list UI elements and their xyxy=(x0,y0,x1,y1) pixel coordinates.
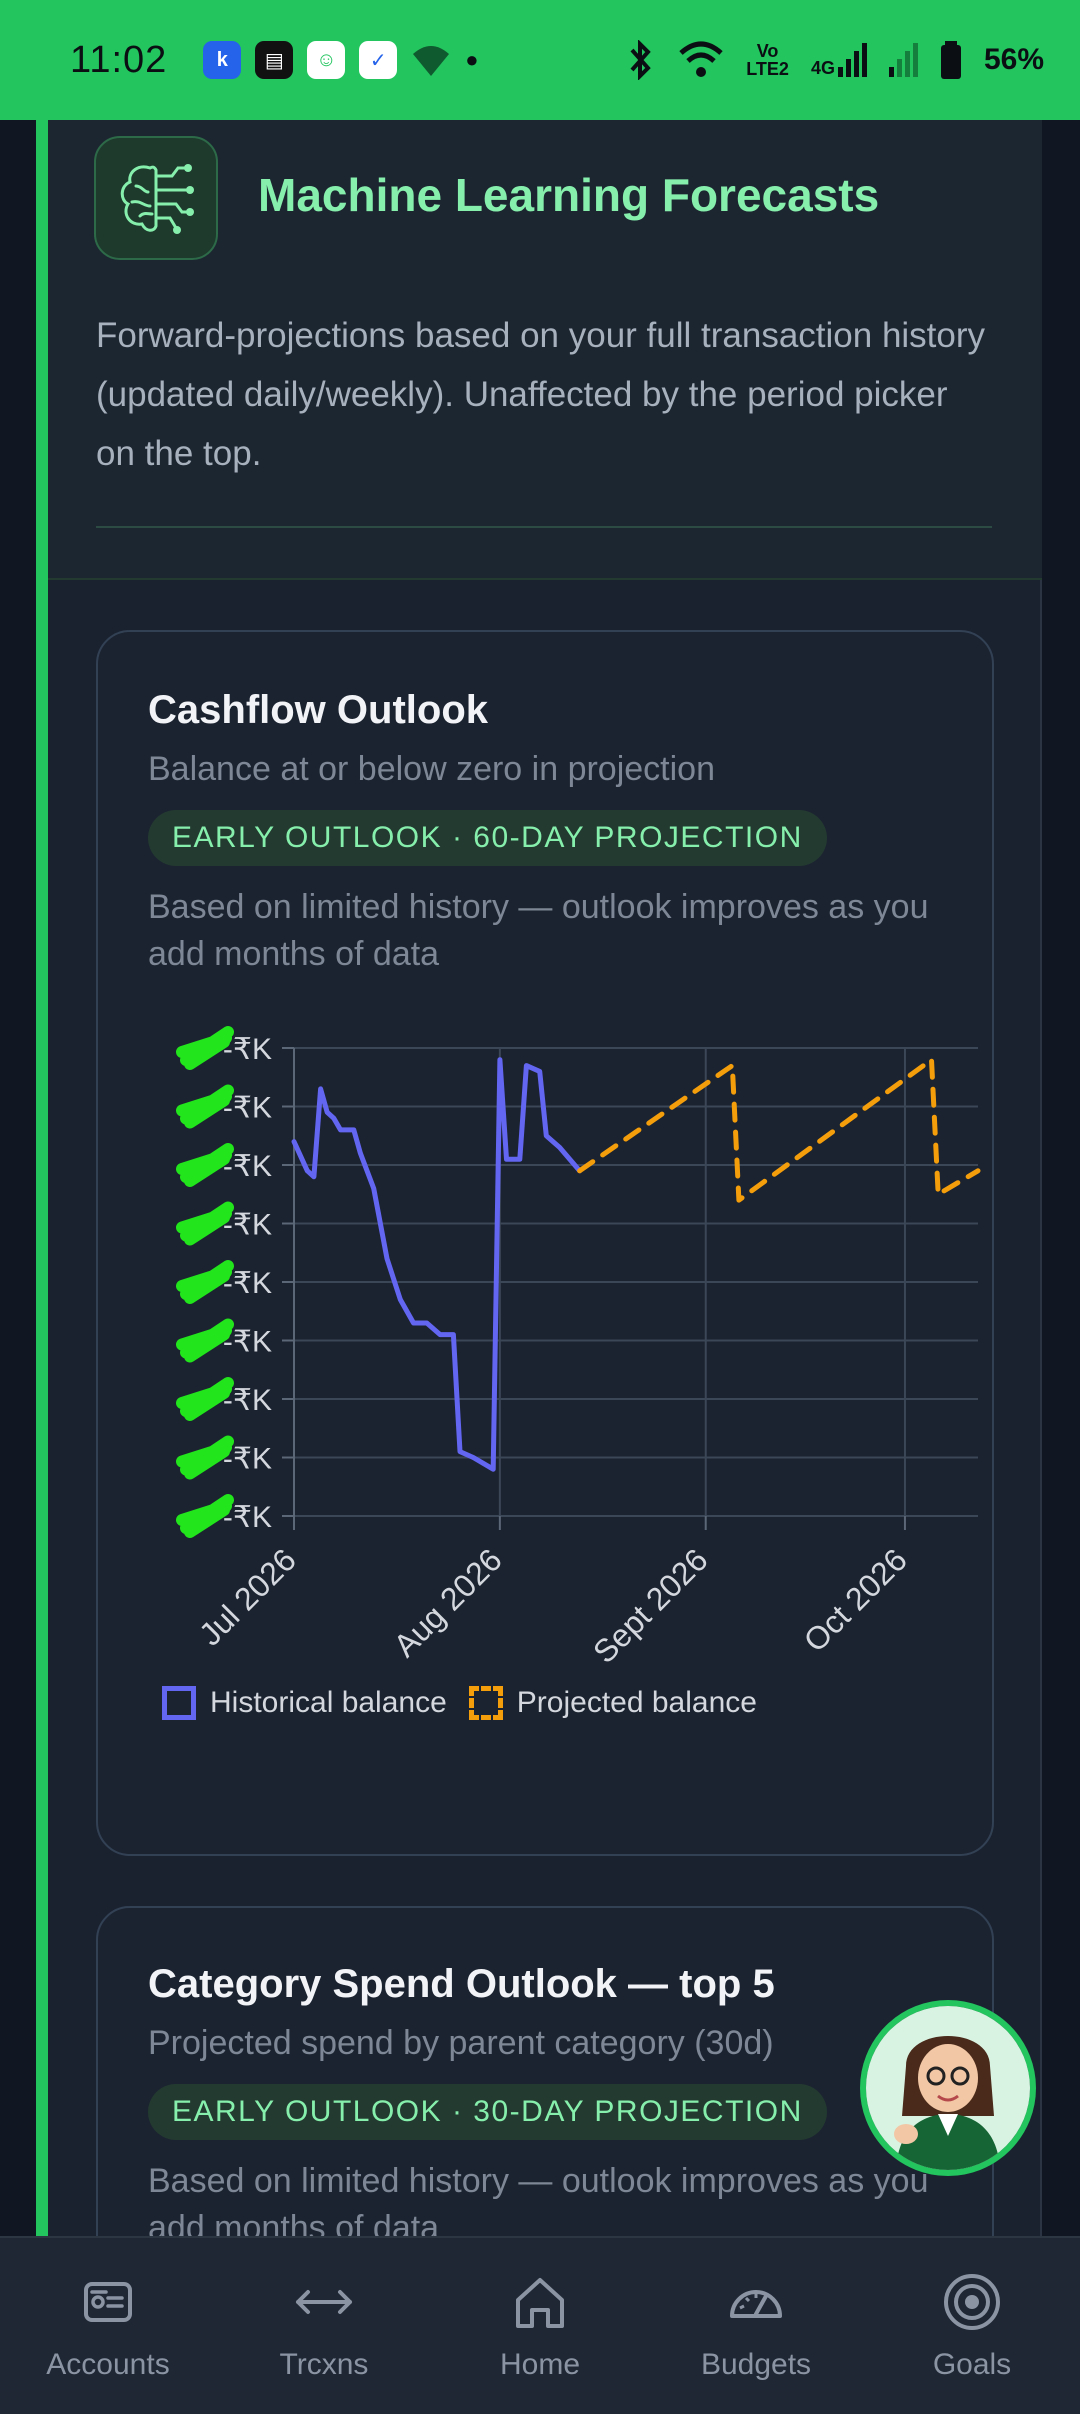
redaction-scribble xyxy=(176,1026,234,1070)
brain-circuit-icon xyxy=(94,136,218,260)
forecast-panel: Machine Learning Forecasts Forward-proje… xyxy=(48,120,1042,2326)
card-subtitle: Projected spend by parent category (30d) xyxy=(148,2024,774,2062)
battery-icon xyxy=(940,41,961,79)
status-time: 11:02 xyxy=(70,38,168,81)
app-notification-icon: ✓ xyxy=(359,41,398,79)
redaction-scribble xyxy=(176,1435,234,1480)
assistant-avatar-icon[interactable] xyxy=(860,2000,1036,2176)
chart-legend: Historical balance Projected balance xyxy=(162,1686,757,1720)
projection-badge: EARLY OUTLOOK · 60-DAY PROJECTION xyxy=(148,810,827,866)
more-dot-icon: ● xyxy=(465,47,479,72)
nav-label: Accounts xyxy=(46,2348,170,2381)
home-icon xyxy=(516,2278,564,2328)
nav-budgets[interactable]: Budgets xyxy=(648,2238,864,2414)
target-icon xyxy=(944,2274,1000,2330)
lte-label: LTE2 xyxy=(746,59,789,79)
arrows-left-right-icon xyxy=(296,2290,352,2314)
cashflow-outlook-card: Cashflow Outlook Balance at or below zer… xyxy=(96,630,994,1856)
nav-transactions[interactable]: Trcxns xyxy=(216,2238,432,2414)
ml-header: Machine Learning Forecasts Forward-proje… xyxy=(48,120,1042,580)
gauge-icon xyxy=(730,2290,782,2318)
legend-swatch-historical[interactable] xyxy=(162,1686,196,1720)
signal-weak-icon xyxy=(888,43,918,77)
projection-badge: EARLY OUTLOOK · 30-DAY PROJECTION xyxy=(148,2084,827,2140)
signal-4g-icon: 4G xyxy=(811,43,867,77)
bottom-navigation: Accounts Trcxns Home Budgets Goals xyxy=(0,2236,1080,2414)
nav-label: Budgets xyxy=(700,2348,812,2381)
redaction-scribble xyxy=(176,1084,234,1129)
section-accent-bar xyxy=(36,120,48,2236)
card-title: Cashflow Outlook xyxy=(148,688,488,732)
legend-label-historical[interactable]: Historical balance xyxy=(210,1686,447,1719)
x-tick-label: Oct 2026 xyxy=(797,1541,914,1658)
app-notification-icon: ☺ xyxy=(307,41,346,79)
notification-icons: k ▤ ☺ ✓ ● xyxy=(203,41,479,79)
redaction-scribble xyxy=(176,1201,234,1246)
historical-balance-line xyxy=(291,1057,583,1472)
nav-label: Trcxns xyxy=(279,2348,369,2381)
legend-label-projected[interactable]: Projected balance xyxy=(516,1686,757,1719)
projected-balance-line xyxy=(577,1057,981,1203)
bluetooth-icon xyxy=(630,40,652,80)
volte-indicator: Vo LTE2 xyxy=(746,42,789,78)
nav-label: Goals xyxy=(932,2348,1012,2381)
ml-section-description: Forward-projections based on your full t… xyxy=(96,316,986,473)
legend-swatch-projected[interactable] xyxy=(468,1686,503,1720)
accounts-card-icon xyxy=(84,2282,132,2322)
wifi-question-icon xyxy=(413,46,450,76)
card-subtitle: Balance at or below zero in projection xyxy=(148,750,715,788)
redaction-scribble xyxy=(176,1377,234,1421)
redaction-scribble xyxy=(176,1143,234,1187)
nav-label: Home xyxy=(499,2348,581,2381)
x-tick-label: Jul 2026 xyxy=(192,1541,303,1652)
redaction-scribble xyxy=(176,1494,234,1538)
app-notification-icon: k xyxy=(203,41,242,79)
x-tick-label: Sept 2026 xyxy=(586,1541,715,1670)
card-note: Based on limited history — outlook impro… xyxy=(148,888,929,973)
nav-accounts[interactable]: Accounts xyxy=(0,2238,216,2414)
card-note: Based on limited history — outlook impro… xyxy=(148,2162,929,2247)
nav-home[interactable]: Home xyxy=(432,2238,648,2414)
redaction-scribble xyxy=(176,1318,234,1363)
x-tick-label: Aug 2026 xyxy=(386,1541,508,1663)
volte-label: Vo xyxy=(756,41,779,61)
redaction-scribble xyxy=(176,1260,234,1304)
header-divider xyxy=(96,526,992,528)
status-bar: 11:02 k ▤ ☺ ✓ ● Vo LTE2 4G 56% xyxy=(0,0,1080,120)
wifi-icon xyxy=(679,41,723,77)
nav-goals[interactable]: Goals xyxy=(864,2238,1080,2414)
app-notification-icon: ▤ xyxy=(255,41,294,79)
ml-section-title: Machine Learning Forecasts xyxy=(258,169,880,221)
battery-percent: 56% xyxy=(983,43,1044,76)
net-4g-label: 4G xyxy=(810,58,835,78)
card-title: Category Spend Outlook — top 5 xyxy=(148,1962,775,2006)
